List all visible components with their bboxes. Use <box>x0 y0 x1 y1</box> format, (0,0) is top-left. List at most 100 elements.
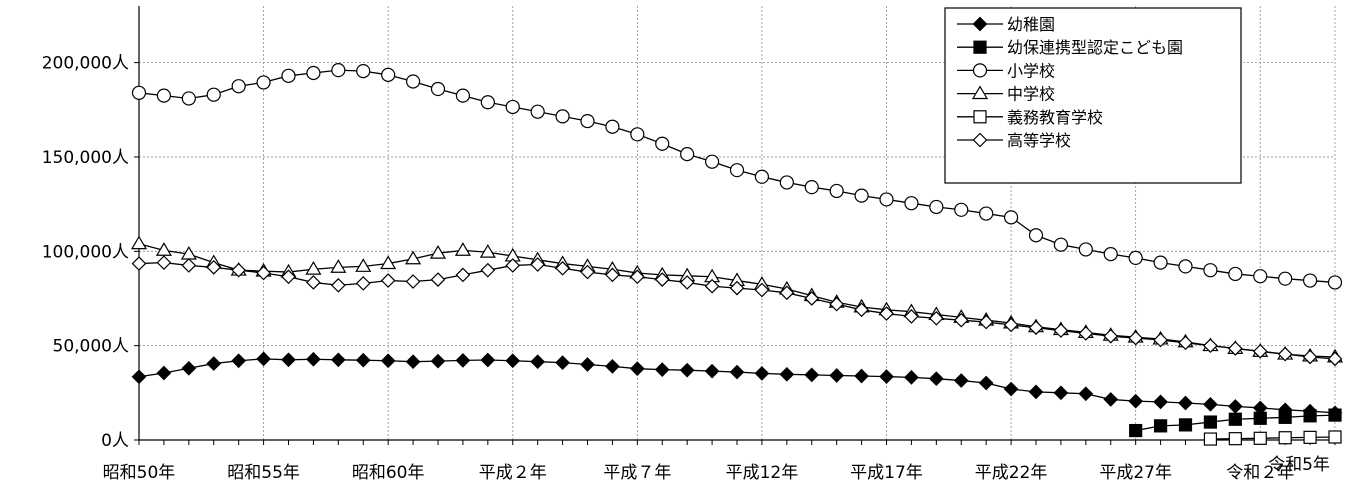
data-point <box>1028 228 1044 243</box>
legend-label: 小学校 <box>1007 61 1055 80</box>
x-tick-label: 平成２年 <box>479 463 547 483</box>
data-point <box>654 362 670 377</box>
data-point <box>580 357 595 372</box>
data-point <box>1128 393 1144 409</box>
data-point <box>231 353 247 369</box>
legend-marker <box>972 63 988 78</box>
data-point <box>331 63 346 78</box>
data-point <box>1178 418 1193 432</box>
legend-label: 中学校 <box>1007 85 1055 104</box>
data-point <box>1228 412 1242 426</box>
y-tick-label: 50,000人 <box>53 337 129 357</box>
data-point <box>405 274 421 289</box>
data-point <box>1003 210 1019 225</box>
data-point <box>1078 386 1094 402</box>
data-point <box>1078 326 1094 341</box>
data-point <box>505 258 521 273</box>
legend-item: 義務教育学校 <box>957 108 1103 127</box>
y-tick-label: 0人 <box>101 431 129 451</box>
data-point <box>155 242 172 256</box>
data-point <box>729 364 745 380</box>
legend-marker <box>973 40 987 54</box>
legend-item: 幼稚園 <box>957 15 1055 34</box>
data-point <box>580 114 595 129</box>
data-point <box>654 272 670 287</box>
data-point <box>1003 381 1019 397</box>
legend-label: 幼保連携型認定こども園 <box>1007 38 1183 57</box>
data-point <box>181 258 197 273</box>
data-point <box>1253 411 1267 425</box>
data-point <box>131 369 147 385</box>
data-point <box>130 235 148 250</box>
data-point <box>206 87 221 102</box>
data-point <box>131 85 147 100</box>
data-point <box>879 306 894 321</box>
data-point <box>1203 396 1218 412</box>
data-point <box>1327 351 1343 367</box>
data-point <box>1303 430 1317 444</box>
data-point <box>306 351 321 367</box>
data-point <box>629 361 645 377</box>
data-point <box>754 169 770 184</box>
data-point <box>430 81 446 97</box>
legend-label: 義務教育学校 <box>1007 108 1103 127</box>
data-point <box>330 352 346 368</box>
data-point <box>854 188 869 203</box>
data-point <box>1129 423 1143 438</box>
data-point <box>206 356 222 371</box>
data-point <box>380 273 396 288</box>
x-tick-label: 平成22年 <box>975 463 1048 483</box>
data-point <box>1003 317 1019 333</box>
data-point <box>330 277 346 293</box>
data-point <box>1328 408 1342 422</box>
x-tick-labels: 昭和50年 昭和55年 昭和60年 平成２年 平成７年 平成12年 平成17年 平成22年 平成… <box>103 455 1330 483</box>
data-point <box>1053 323 1069 338</box>
data-point <box>256 351 271 367</box>
x-tick-label: 昭和60年 <box>352 463 425 483</box>
legend-item: 幼保連携型認定こども園 <box>957 38 1183 57</box>
data-point <box>530 104 545 119</box>
data-point <box>829 296 845 312</box>
series-2 <box>1129 408 1342 438</box>
data-point <box>181 91 196 106</box>
data-point <box>779 285 795 301</box>
data-point <box>530 354 546 370</box>
x-tick-label: 令和２年 <box>1226 463 1294 483</box>
x-tick-label: 昭和55年 <box>227 463 300 483</box>
data-point <box>1227 399 1243 414</box>
data-point <box>1253 431 1267 445</box>
data-point <box>629 269 645 285</box>
data-point <box>231 262 247 278</box>
data-point <box>978 314 994 330</box>
data-point <box>405 250 422 265</box>
data-point <box>455 267 471 283</box>
data-point <box>1153 332 1168 348</box>
x-tick-label: 平成27年 <box>1099 463 1172 483</box>
data-point <box>1178 395 1193 411</box>
legend-item: 小学校 <box>957 61 1055 80</box>
y-tick-label: 150,000人 <box>42 148 129 168</box>
x-tick-label: 令和5年 <box>1268 455 1330 475</box>
data-point <box>306 275 321 290</box>
data-point <box>256 75 271 90</box>
legend-label: 幼稚園 <box>1007 15 1055 34</box>
data-point <box>929 199 944 215</box>
data-point <box>704 154 720 169</box>
data-point <box>306 65 321 81</box>
data-point <box>555 260 570 276</box>
data-point <box>1028 320 1044 336</box>
data-point <box>181 360 197 376</box>
data-point <box>979 206 994 221</box>
series-1 <box>131 351 1343 421</box>
data-point <box>530 257 546 272</box>
data-point <box>156 365 172 381</box>
data-point <box>879 369 894 384</box>
data-point <box>854 368 869 384</box>
data-point <box>704 278 720 294</box>
data-point <box>455 353 471 368</box>
data-point <box>655 136 670 151</box>
y-tick-label: 200,000人 <box>42 54 129 74</box>
data-point <box>1253 269 1268 284</box>
axes <box>134 6 1336 445</box>
